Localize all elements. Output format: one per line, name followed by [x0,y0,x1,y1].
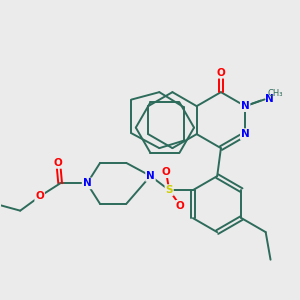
Text: N: N [265,94,274,104]
Text: O: O [176,201,185,211]
Text: S: S [165,185,173,195]
Text: N: N [146,171,155,181]
Text: O: O [35,191,44,202]
Text: N: N [241,101,250,111]
Text: N: N [83,178,92,188]
Text: O: O [217,68,225,78]
Text: N: N [241,129,250,139]
Text: O: O [162,167,170,177]
Text: CH₃: CH₃ [267,89,283,98]
Text: O: O [54,158,63,168]
